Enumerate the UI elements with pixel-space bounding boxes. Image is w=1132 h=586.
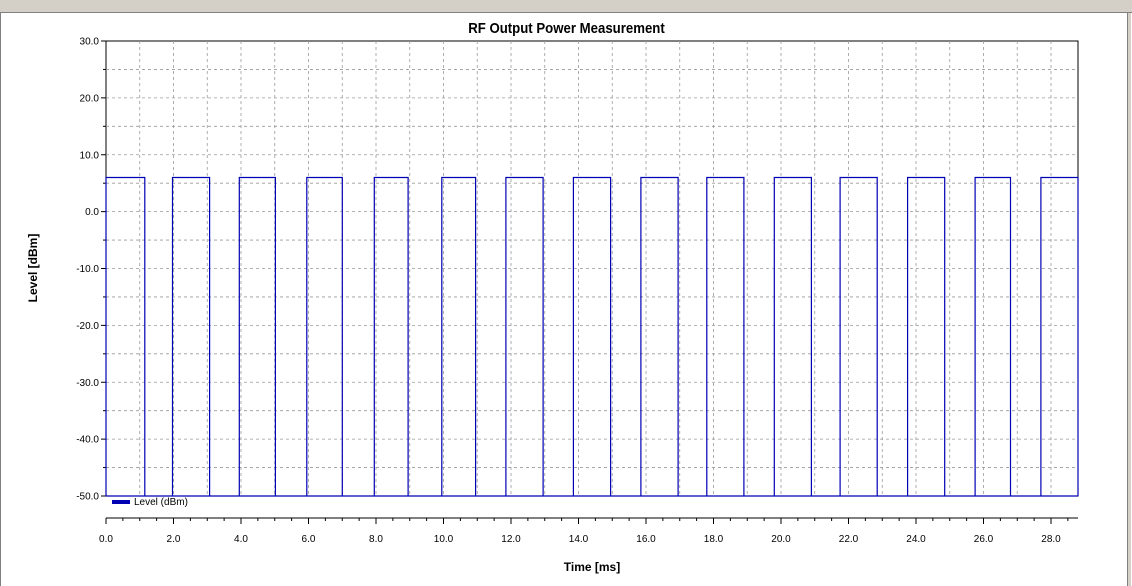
series-line [105,176,1079,497]
legend: Level (dBm) [112,497,188,508]
window-title-bar [0,0,1132,13]
x-tick-label: 8.0 [369,534,383,545]
x-tick-label: 10.0 [434,534,454,545]
x-tick-label: 24.0 [906,534,926,545]
x-tick-label: 28.0 [1041,534,1061,545]
x-tick-label: 18.0 [704,534,724,545]
y-tick-label: 20.0 [80,93,100,104]
window-scrollbar-edge[interactable] [1127,13,1131,586]
x-tick-label: 0.0 [99,534,113,545]
x-tick-label: 4.0 [234,534,248,545]
x-tick-label: 26.0 [974,534,994,545]
y-tick-label: 30.0 [80,37,100,48]
y-axis-title: Level [dBm] [26,234,40,303]
y-tick-label: 10.0 [80,150,100,161]
y-axis: 30.0 20.0 10.0 0.0 -10.0 -20.0 -30.0 -40.0 -50.0 [76,37,106,503]
window-frame-left [0,13,1,586]
x-tick-label: 20.0 [771,534,791,545]
x-tick-label: 2.0 [167,534,181,545]
x-axis: 0.0 2.0 4.0 6.0 8.0 10.0 12.0 14.0 16.0 18.0 20.0 2… [99,517,1078,545]
y-tick-label: 0.0 [85,207,99,218]
legend-swatch [112,500,130,504]
grid-lines [106,41,1078,496]
chart-title: RF Output Power Measurement [468,20,665,37]
x-axis-title: Time [ms] [564,560,620,574]
x-tick-label: 16.0 [636,534,656,545]
x-tick-label: 14.0 [569,534,589,545]
y-tick-label: -10.0 [76,264,99,275]
y-tick-label: -40.0 [76,435,99,446]
y-tick-label: -20.0 [76,321,99,332]
x-tick-label: 22.0 [839,534,859,545]
legend-label: Level (dBm) [134,497,188,508]
series-layer [105,176,1079,497]
x-tick-label: 6.0 [302,534,316,545]
y-tick-label: -50.0 [76,492,99,503]
y-tick-label: -30.0 [76,378,99,389]
x-tick-label: 12.0 [501,534,521,545]
